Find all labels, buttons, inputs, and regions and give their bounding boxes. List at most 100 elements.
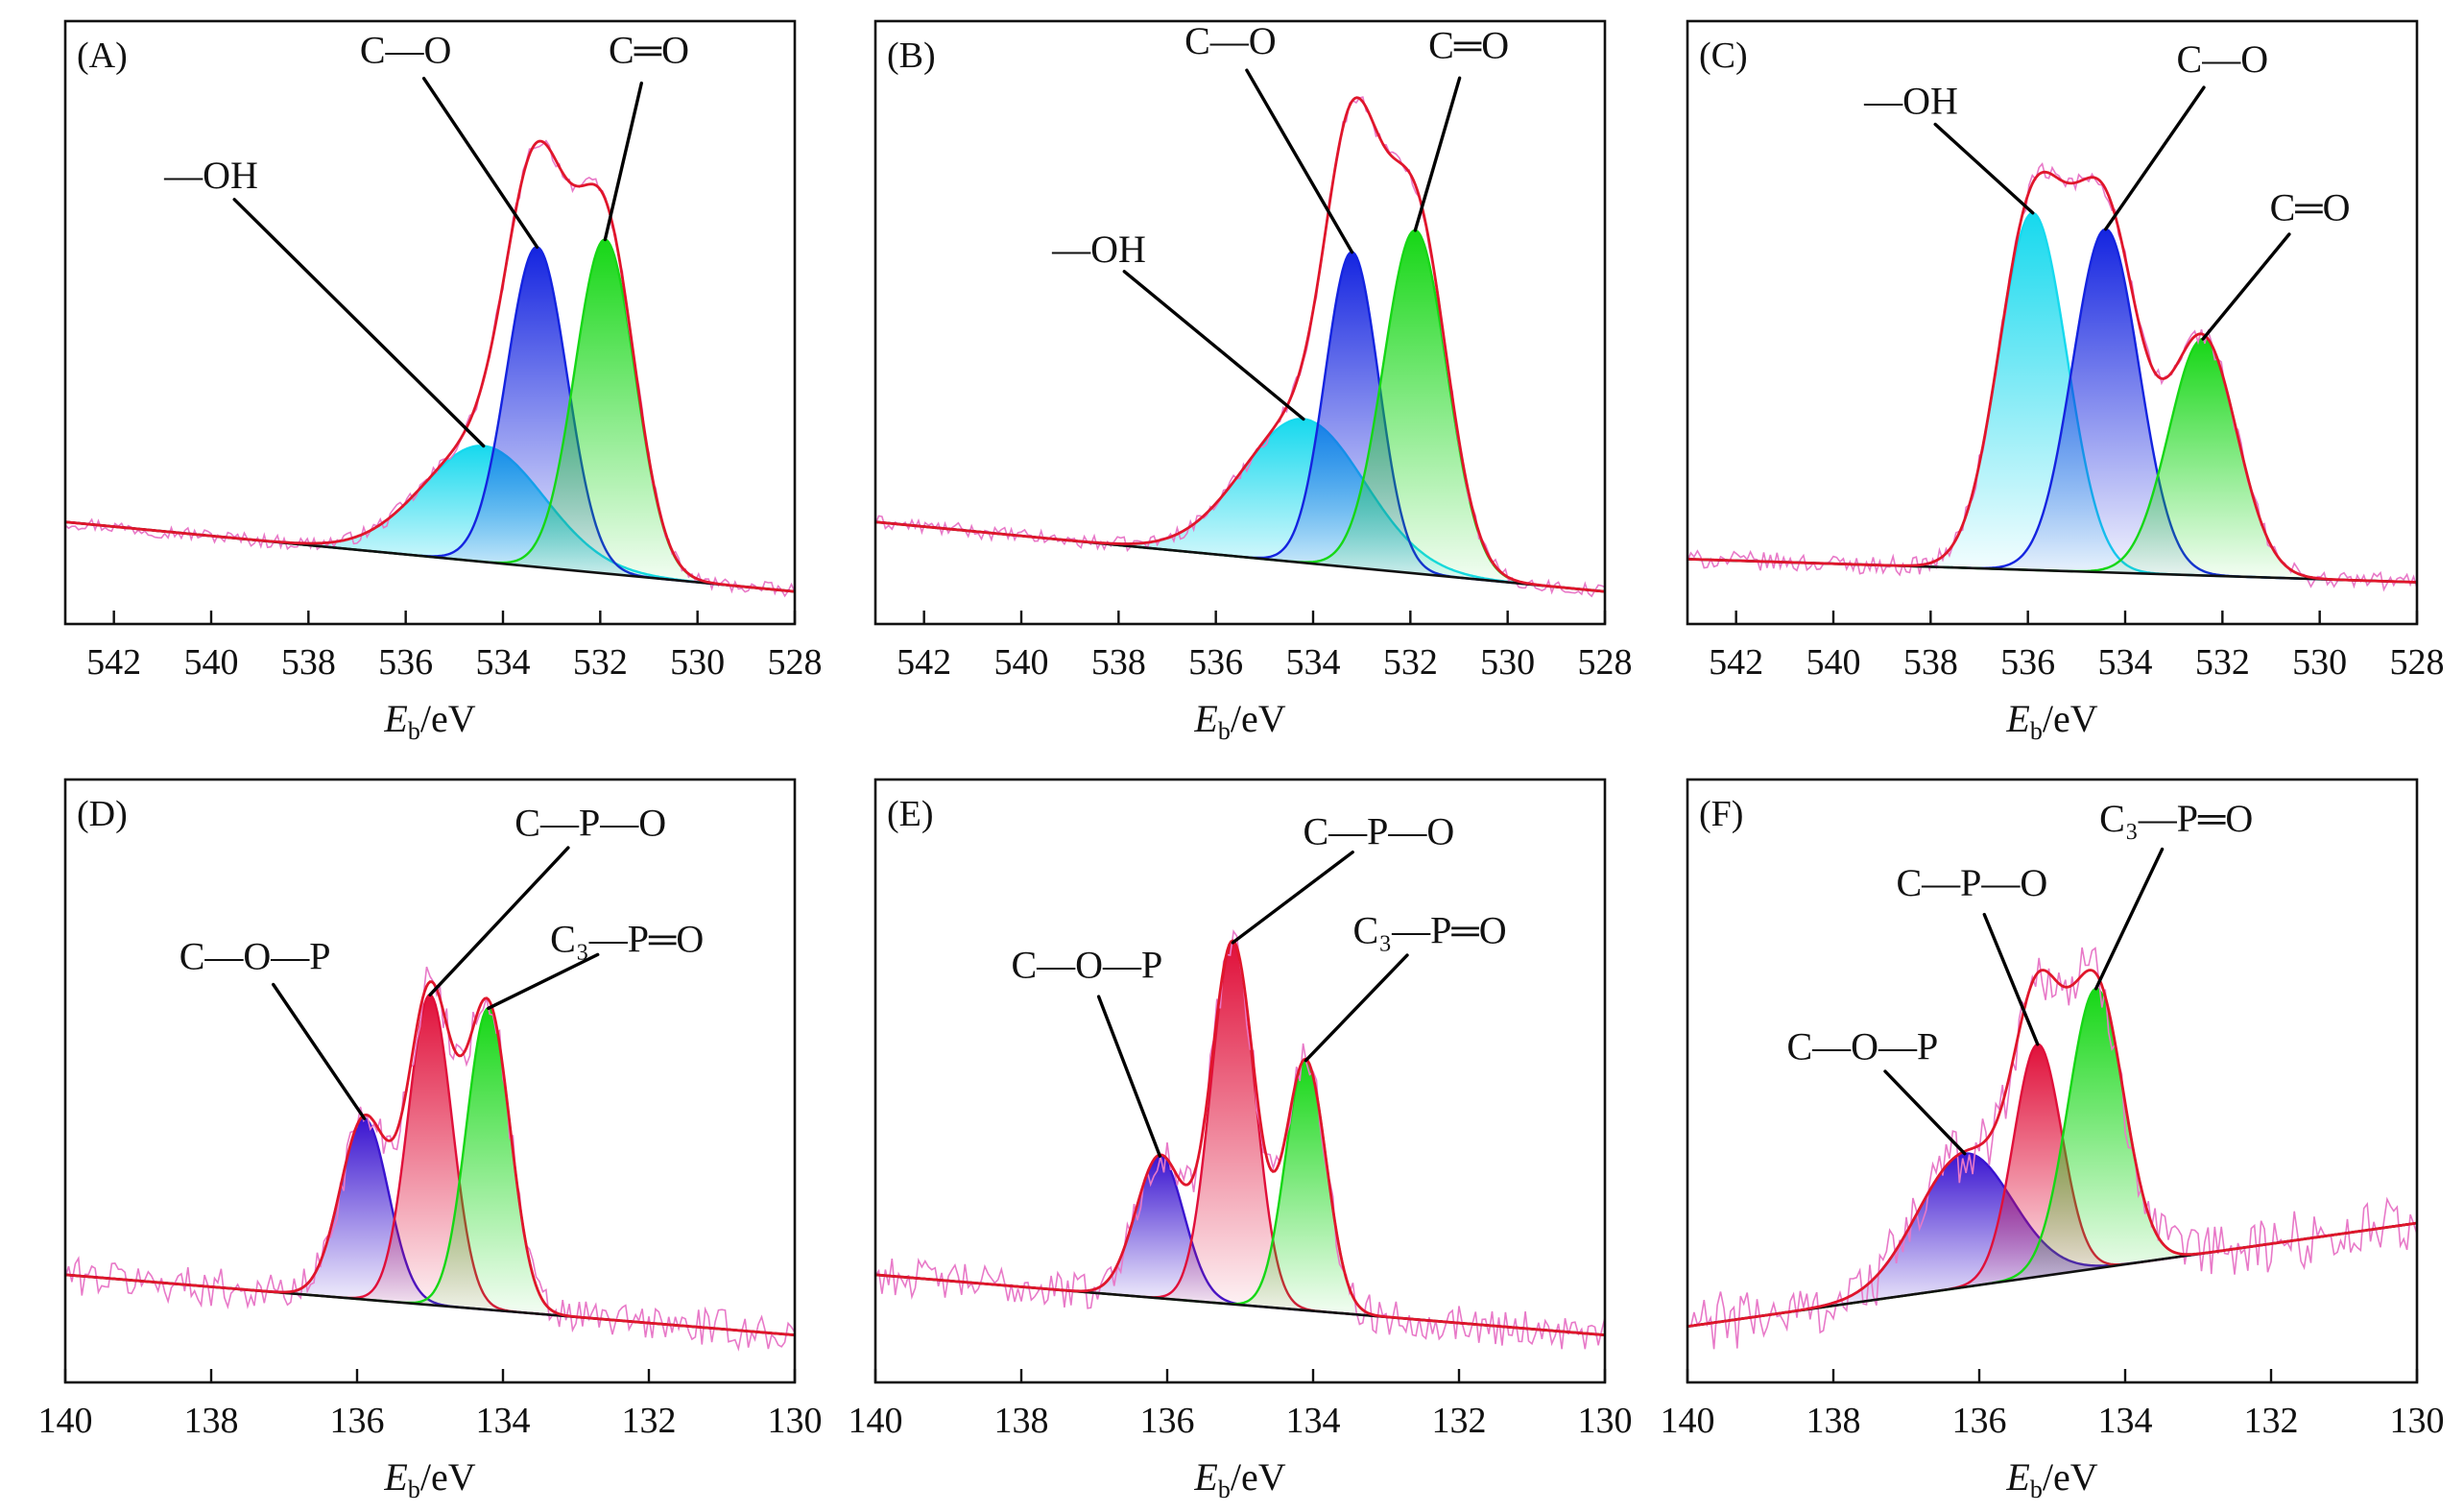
x-tick-label: 130 bbox=[2390, 1401, 2445, 1441]
x-tick-label: 530 bbox=[2292, 642, 2347, 683]
plot-frame bbox=[873, 19, 1607, 626]
leader-line bbox=[428, 846, 570, 997]
peak-label-c-o-p: C—O—P bbox=[1011, 943, 1162, 986]
x-tick-label: 538 bbox=[1903, 642, 1958, 683]
x-tick-label: 534 bbox=[2098, 642, 2153, 683]
raw-spectrum bbox=[1687, 947, 2417, 1350]
panel-label: (B) bbox=[887, 36, 936, 76]
x-tick-label: 530 bbox=[1480, 642, 1535, 683]
panel-a: 542 540 538 536 534 532 530 528 Eb/eV (A) —OH C—O C═… bbox=[63, 19, 823, 745]
axis-title-subscript: b bbox=[2030, 1476, 2043, 1503]
x-tick-label: 528 bbox=[2390, 642, 2445, 683]
x-tick-label: 140 bbox=[1661, 1401, 1715, 1441]
peak-fill-c-p-o bbox=[338, 995, 522, 1313]
x-tick-label: 532 bbox=[1383, 642, 1438, 683]
leader-line bbox=[1933, 122, 2035, 215]
peak-fill-c3-p-o bbox=[1220, 1060, 1392, 1318]
x-tick-label: 134 bbox=[1286, 1401, 1341, 1441]
peak-fill-c-o-p bbox=[1765, 1153, 2165, 1316]
peak-label-c-p-o: C—P—O bbox=[1303, 809, 1454, 852]
leader-line bbox=[1096, 995, 1162, 1159]
peak-label--oh: —OH bbox=[1863, 80, 1958, 123]
x-tick-label: 538 bbox=[1091, 642, 1146, 683]
plot-area bbox=[1687, 162, 2417, 592]
peak-label--oh: —OH bbox=[163, 154, 258, 197]
peak-label--oh: —OH bbox=[1051, 228, 1146, 271]
axis-title-symbol: E bbox=[383, 1455, 407, 1499]
peak-fill-c-o bbox=[410, 247, 664, 580]
x-tick-label: 138 bbox=[994, 1401, 1049, 1441]
panel-c: 542 540 538 536 534 532 530 528 Eb/eV (C) —OH C—O C═… bbox=[1686, 19, 2445, 745]
axis-title-subscript: b bbox=[2030, 717, 2043, 745]
axis-title-symbol: E bbox=[2005, 697, 2029, 740]
raw-spectrum bbox=[65, 966, 795, 1352]
peak-label-c-o: C—O bbox=[1184, 19, 1277, 62]
peak-fill-c-o bbox=[1239, 252, 1465, 579]
x-tick-label: 538 bbox=[281, 642, 336, 683]
axis-title-unit: /eV bbox=[1231, 697, 1286, 740]
leader-line bbox=[1245, 68, 1354, 254]
panel-e: 140 138 136 134 132 130 Eb/eV (E) C—O—P C—P—O C₃—P… bbox=[849, 778, 1633, 1503]
panel-d: 140 138 136 134 132 130 Eb/eV (D) C—O—P C—P—O C₃—P… bbox=[38, 778, 823, 1503]
x-tick-label: 140 bbox=[38, 1401, 93, 1441]
x-tick-label: 536 bbox=[1188, 642, 1243, 683]
x-axis-title: Eb/eV bbox=[383, 697, 475, 745]
envelope-fit bbox=[875, 96, 1605, 593]
x-tick-label: 530 bbox=[670, 642, 725, 683]
leader-line bbox=[2093, 847, 2165, 991]
axis-title-symbol: E bbox=[1193, 697, 1217, 740]
x-tick-label: 542 bbox=[86, 642, 141, 683]
peak-fill-c-p-o bbox=[1140, 942, 1326, 1312]
axis-title-unit: /eV bbox=[1231, 1455, 1286, 1499]
x-tick-label: 528 bbox=[1578, 642, 1633, 683]
axis-title-unit: /eV bbox=[2043, 1455, 2098, 1499]
peak-fill-c-o-p bbox=[1059, 1156, 1261, 1308]
plot-area bbox=[1687, 947, 2417, 1350]
panel-label: (F) bbox=[1699, 794, 1743, 834]
panel-f: 140 138 136 134 132 130 Eb/eV (F) C—O—P C—P—O C₃—P… bbox=[1661, 778, 2445, 1503]
leader-line bbox=[2103, 85, 2206, 231]
leader-line bbox=[487, 952, 600, 1011]
leader-line bbox=[1982, 912, 2040, 1046]
envelope-fit bbox=[1687, 170, 2417, 584]
peak-label-c-p-o: C—P—O bbox=[1896, 861, 2047, 904]
x-tick-label: 534 bbox=[1286, 642, 1341, 683]
plot-frame bbox=[1686, 19, 2419, 626]
x-axis-title: Eb/eV bbox=[1193, 1455, 1285, 1503]
x-axis-title: Eb/eV bbox=[383, 1455, 475, 1503]
peak-label-c-o: C═O bbox=[2270, 186, 2351, 229]
x-tick-label: 532 bbox=[573, 642, 628, 683]
peak-label-c3-p-o: C₃—P═O bbox=[550, 917, 704, 960]
plot-area bbox=[875, 96, 1605, 598]
x-tick-label: 540 bbox=[184, 642, 239, 683]
peak-label-c-o: C═O bbox=[609, 28, 689, 71]
leader-line bbox=[2201, 232, 2291, 341]
x-tick-label: 136 bbox=[1952, 1401, 2007, 1441]
x-tick-label: 542 bbox=[897, 642, 951, 683]
axis-title-symbol: E bbox=[2005, 1455, 2029, 1499]
plot-area bbox=[875, 928, 1605, 1350]
peak-label-c-o-p: C—O—P bbox=[179, 934, 331, 977]
peak-label-c-o: C—O bbox=[2177, 37, 2269, 81]
x-tick-label: 130 bbox=[768, 1401, 823, 1441]
x-tick-label: 536 bbox=[378, 642, 433, 683]
x-tick-label: 532 bbox=[2195, 642, 2250, 683]
x-tick-label: 130 bbox=[1578, 1401, 1633, 1441]
plot-area bbox=[65, 139, 795, 598]
envelope-fit bbox=[875, 939, 1605, 1337]
axis-title-subscript: b bbox=[408, 1476, 420, 1503]
peak-fill--oh bbox=[1889, 212, 2176, 575]
x-tick-label: 140 bbox=[849, 1401, 903, 1441]
peak-fill-c-o bbox=[2060, 339, 2346, 581]
peak-fill-c-p-o bbox=[1936, 1044, 2140, 1291]
x-tick-label: 132 bbox=[2244, 1401, 2299, 1441]
x-tick-label: 536 bbox=[2000, 642, 2055, 683]
leader-line bbox=[1883, 1069, 1967, 1156]
leader-line bbox=[1304, 953, 1409, 1063]
peak-fill-c-o bbox=[1282, 229, 1548, 587]
axis-title-subscript: b bbox=[408, 717, 420, 745]
plot-frame bbox=[1686, 778, 2419, 1384]
leader-line bbox=[1413, 76, 1462, 232]
peak-fill-c-o bbox=[1967, 228, 2245, 577]
